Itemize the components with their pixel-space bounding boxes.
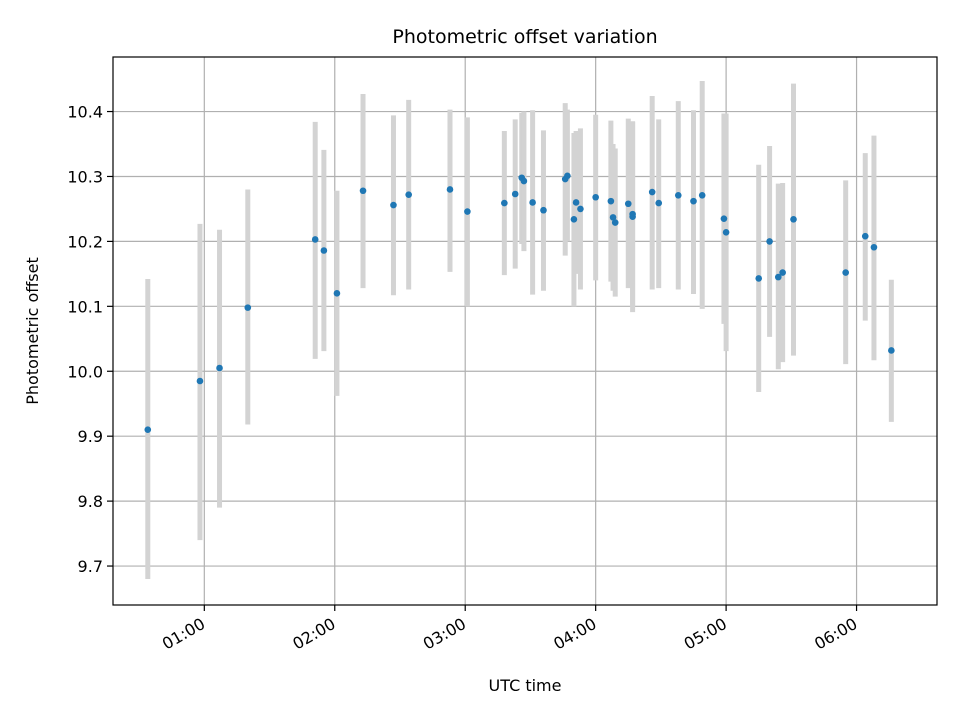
data-point	[446, 186, 454, 193]
y-tick-label: 9.9	[78, 427, 103, 446]
y-axis-ticks: 9.7 9.8 9.9 10.0 10.1 10.2 10.3 10.4	[67, 103, 113, 576]
data-point	[244, 304, 252, 311]
data-point	[790, 216, 797, 223]
data-point	[779, 269, 786, 276]
data-point	[320, 247, 328, 254]
data-point	[564, 172, 571, 180]
y-tick-label: 10.2	[67, 232, 103, 251]
chart-title: Photometric offset variation	[392, 26, 657, 48]
data-point	[720, 215, 728, 222]
data-point	[333, 290, 341, 297]
data-point	[540, 206, 547, 214]
data-point	[359, 187, 367, 195]
data-point	[464, 208, 471, 215]
data-point	[655, 199, 663, 207]
y-tick-label: 10.1	[67, 297, 103, 316]
data-point	[842, 269, 849, 276]
plot-frame	[112, 56, 938, 606]
data-point	[648, 188, 656, 196]
y-tick-label: 9.8	[78, 492, 103, 511]
y-tick-label: 9.7	[78, 557, 103, 576]
data-point	[698, 191, 706, 199]
data-point	[311, 236, 319, 243]
data-point	[674, 191, 682, 199]
data-point	[607, 197, 615, 205]
data-point	[572, 199, 580, 206]
data-point	[529, 199, 536, 206]
data-point	[520, 177, 528, 185]
data-point	[766, 238, 773, 245]
data-point	[196, 377, 204, 385]
data-point	[624, 200, 632, 208]
data-point	[690, 197, 697, 205]
data-point	[570, 216, 578, 223]
data-point	[405, 191, 412, 198]
y-axis-title: Photometric offset	[23, 257, 42, 405]
data-point	[629, 210, 636, 218]
data-point	[609, 214, 617, 221]
data-point	[888, 347, 895, 354]
data-point	[390, 201, 397, 209]
data-point	[511, 190, 519, 198]
data-point	[722, 229, 730, 236]
data-point	[144, 426, 152, 433]
data-point	[755, 275, 763, 282]
data-point	[501, 199, 508, 207]
data-markers	[144, 172, 895, 433]
data-point	[774, 273, 782, 281]
data-point	[870, 243, 878, 251]
data-point	[611, 219, 619, 226]
y-tick-label: 10.0	[67, 362, 103, 381]
data-point	[592, 193, 599, 201]
data-point	[577, 205, 584, 213]
data-point	[216, 364, 223, 372]
data-point	[861, 232, 869, 240]
y-tick-label: 10.3	[67, 167, 103, 186]
x-axis-title: UTC time	[489, 676, 562, 695]
y-tick-label: 10.4	[67, 103, 103, 122]
